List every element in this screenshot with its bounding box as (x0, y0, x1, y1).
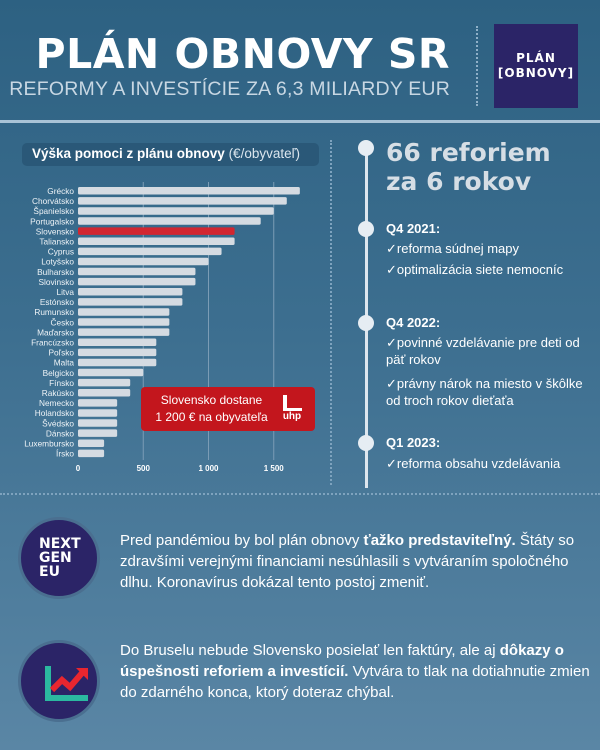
timeline-item: ✓reforma súdnej mapy (386, 241, 520, 256)
category-label: Maďarsko (37, 327, 74, 337)
category-label: Bulharsko (37, 267, 74, 277)
bar (78, 429, 118, 437)
timeline-item: ✓optimalizácia siete nemocníc (386, 262, 564, 277)
x-tick-label: 1 000 (198, 464, 219, 473)
bar (78, 277, 196, 286)
bar (78, 237, 235, 245)
divider (476, 26, 478, 106)
bar (78, 288, 183, 296)
bar (78, 368, 144, 377)
bar (78, 247, 222, 256)
timeline-dot (358, 140, 374, 156)
timeline-item: ✓reforma obsahu vzdelávania (386, 456, 561, 471)
growth-chart-icon (18, 640, 100, 722)
category-label: Luxembursko (24, 439, 74, 449)
timeline-dot (358, 221, 374, 237)
category-label: Rumunsko (34, 307, 74, 317)
page-subtitle: REFORMY A INVESTÍCIE ZA 6,3 MILIARDY EUR (9, 78, 450, 100)
callout-line: Slovensko dostane (160, 393, 263, 407)
bar (78, 409, 118, 417)
category-label: Nemecko (39, 398, 74, 408)
category-label: Španielsko (33, 206, 74, 216)
bar (78, 207, 274, 215)
bar (78, 389, 131, 397)
timeline-label: Q1 2023: (386, 435, 441, 450)
category-label: Írsko (56, 449, 74, 459)
timeline-label: Q4 2022: (386, 315, 441, 330)
category-label: Estónsko (40, 297, 75, 307)
x-tick-label: 1 500 (264, 464, 285, 473)
info-paragraph: Do Bruselu nebude Slovensko posielať len… (120, 642, 590, 701)
bar (78, 358, 157, 367)
category-label: Slovensko (36, 226, 75, 236)
bar (78, 187, 300, 195)
logo-text: PLÁN (516, 51, 556, 65)
category-label: Lotyšsko (41, 257, 74, 267)
page-title: PLÁN OBNOVY SR (35, 30, 450, 78)
category-label: Portugalsko (30, 216, 74, 226)
bar (78, 298, 183, 306)
bar (78, 257, 209, 266)
timeline-label: Q4 2021: (386, 221, 441, 236)
x-tick-label: 0 (76, 464, 81, 473)
category-label: Belgicko (43, 368, 75, 378)
timeline-headline: 66 reforiem za 6 rokov (386, 138, 551, 196)
category-label: Česko (50, 317, 74, 327)
category-label: Grécko (47, 186, 74, 196)
logo-text: [OBNOVY] (497, 66, 575, 80)
timeline-item: ✓povinné vzdelávanie pre deti od päť rok… (386, 335, 580, 367)
bar (78, 449, 105, 458)
bar (78, 267, 196, 276)
bar (78, 217, 261, 225)
divider (0, 120, 600, 123)
category-label: Taliansko (39, 237, 74, 247)
bar (78, 227, 235, 235)
bar (78, 439, 105, 447)
bar (78, 419, 118, 427)
bar (78, 197, 287, 205)
category-label: Malta (54, 358, 75, 368)
callout-line: 1 200 € na obyvateľa (155, 410, 268, 424)
bar (78, 348, 157, 357)
category-label: Litva (56, 287, 74, 297)
bar (78, 399, 118, 407)
timeline-dot (358, 315, 374, 331)
timeline-item: ✓právny nárok na miesto v škôlke od troc… (386, 376, 583, 408)
chart-title: Výška pomoci z plánu obnovy (€/obyvateľ) (22, 143, 319, 166)
bar (78, 338, 157, 346)
callout-box: Slovensko dostane 1 200 € na obyvateľa (141, 387, 315, 431)
x-tick-label: 500 (137, 464, 151, 473)
bar (78, 318, 170, 326)
category-label: Cyprus (48, 247, 74, 257)
uhp-logo-icon (283, 395, 302, 411)
bar (78, 308, 170, 316)
category-label: Rakúsko (42, 388, 75, 398)
timeline-dot (358, 435, 374, 451)
category-label: Chorvátsko (32, 196, 74, 206)
category-label: Fínsko (49, 378, 74, 388)
nextgeneu-logo: NEXT GEN EU (18, 517, 100, 599)
category-label: Švédsko (42, 418, 74, 428)
plan-obnovy-logo: PLÁN [OBNOVY] (494, 24, 578, 108)
category-label: Holandsko (35, 408, 75, 418)
category-label: Slovinsko (38, 277, 74, 287)
category-label: Dánsko (46, 428, 75, 438)
divider (0, 493, 600, 495)
uhp-logo: uhp (280, 395, 304, 425)
divider (330, 140, 332, 485)
category-label: Poľsko (49, 348, 75, 358)
bar (78, 378, 131, 387)
bar (78, 328, 170, 336)
info-paragraph: Pred pandémiou by bol plán obnovy ťažko … (120, 532, 575, 591)
category-label: Francúzsko (31, 338, 74, 348)
